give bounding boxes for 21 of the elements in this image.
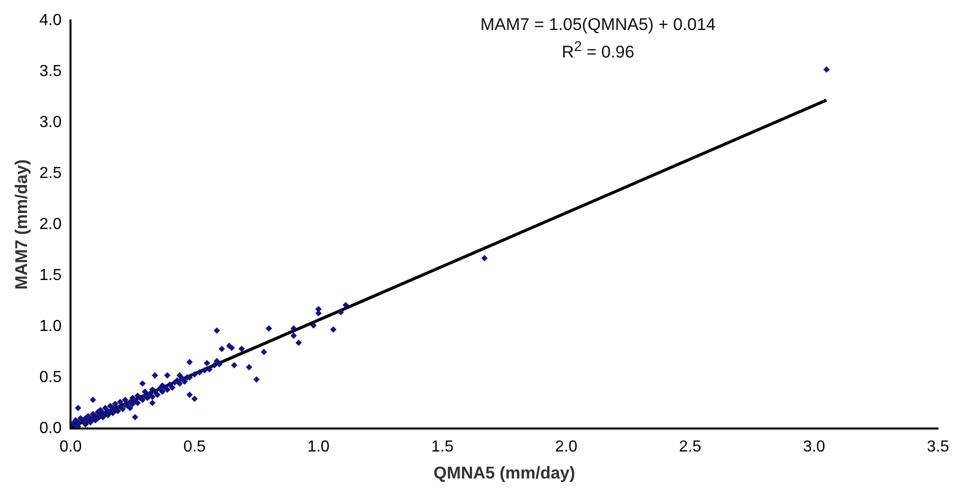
y-axis-title: MAM7 (mm/day) bbox=[12, 159, 31, 290]
annotation: MAM7 = 1.05(QMNA5) + 0.014 bbox=[479, 14, 717, 36]
y-tick-label: 3.0 bbox=[39, 114, 62, 131]
y-tick-label: 2.5 bbox=[39, 164, 62, 182]
x-tick-label: 2.0 bbox=[555, 438, 578, 456]
y-tick-label: 4.0 bbox=[39, 12, 62, 30]
x-tick-label: 3.0 bbox=[802, 438, 826, 456]
x-tick-label: 0.5 bbox=[183, 438, 206, 456]
x-tick-label: 1.5 bbox=[431, 438, 454, 456]
y-tick-label: 0.0 bbox=[39, 420, 62, 437]
x-tick-label: 1.0 bbox=[307, 438, 330, 456]
x-tick-label: 3.5 bbox=[926, 438, 950, 456]
y-tick-label: 3.5 bbox=[39, 62, 62, 80]
x-tick-label: 2.5 bbox=[679, 438, 702, 456]
y-tick-label: 1.0 bbox=[39, 318, 62, 335]
x-axis-title: QMNA5 (mm/day) bbox=[433, 463, 576, 482]
y-tick-label: 1.5 bbox=[39, 266, 62, 284]
annotation: R$^{2}$ = 0.96 bbox=[560, 38, 636, 64]
x-tick-label: 0.0 bbox=[60, 438, 82, 456]
y-tick-label: 0.5 bbox=[39, 368, 62, 386]
y-tick-label: 2.0 bbox=[39, 216, 62, 233]
